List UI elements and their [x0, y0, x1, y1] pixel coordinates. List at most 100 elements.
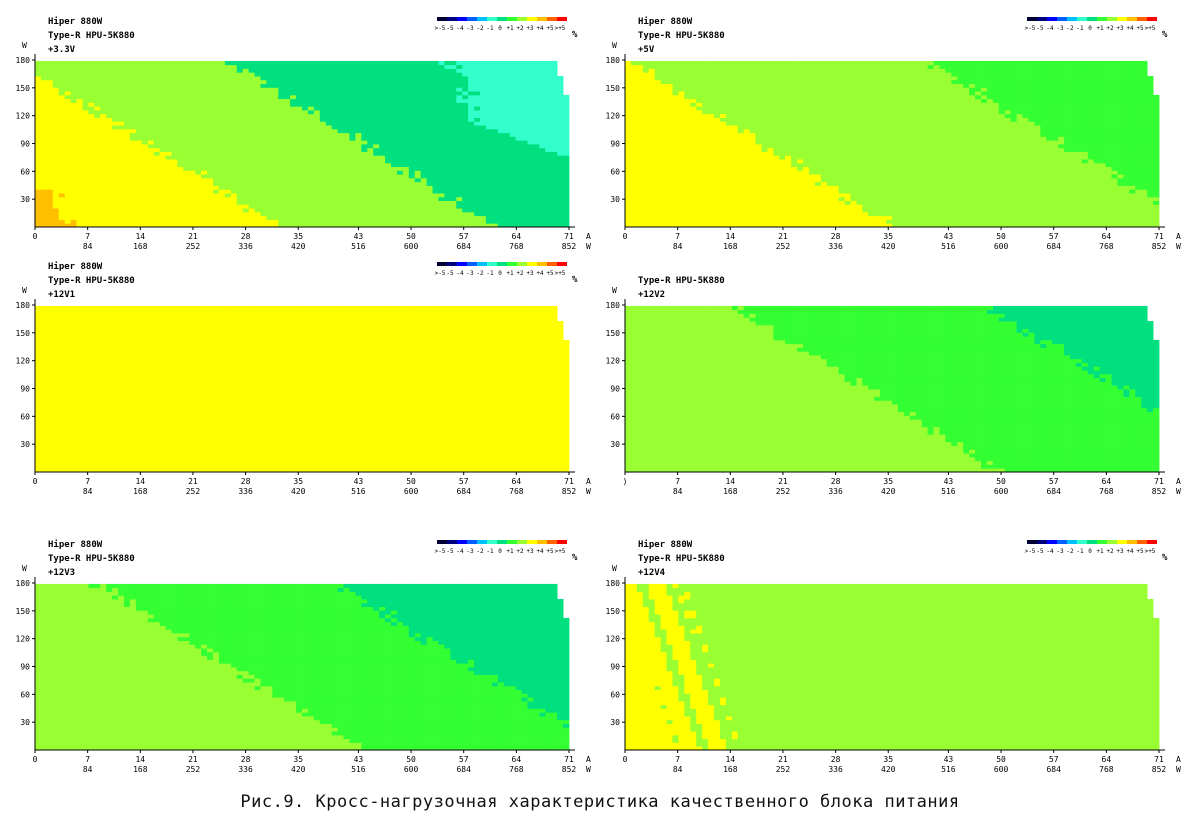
heatmap-cell — [779, 204, 786, 209]
heatmap-cell — [183, 185, 190, 190]
heatmap-cell — [135, 128, 143, 134]
heatmap-cell — [402, 219, 410, 224]
heatmap-cell — [927, 193, 934, 198]
heatmap-cell — [379, 208, 386, 213]
heatmap-cell — [391, 109, 398, 115]
heatmap-cell — [1016, 189, 1023, 194]
heatmap-cell — [35, 94, 42, 100]
heatmap-cell — [367, 174, 374, 179]
heatmap-cell — [420, 83, 427, 88]
heatmap-cell — [373, 185, 380, 190]
heatmap-cell — [402, 155, 410, 160]
heatmap-cell — [296, 128, 303, 134]
heatmap-cell — [355, 98, 362, 103]
heatmap-cell — [779, 215, 786, 220]
heatmap-cell — [35, 159, 42, 164]
heatmap-cell — [438, 159, 445, 164]
heatmap-cell — [438, 113, 445, 118]
heatmap-cell — [290, 128, 297, 134]
heatmap-cell — [361, 204, 368, 209]
heatmap-cell — [1010, 200, 1017, 205]
heatmap-cell — [177, 102, 184, 107]
heatmap-cell — [165, 211, 172, 217]
heatmap-cell — [224, 151, 232, 156]
heatmap-cell — [70, 200, 77, 205]
heatmap-cell — [468, 155, 475, 160]
heatmap-cell — [933, 200, 940, 205]
heatmap-cell — [218, 219, 226, 224]
heatmap-cell — [284, 166, 291, 171]
heatmap-cell — [349, 219, 356, 224]
heatmap-cell — [468, 215, 475, 220]
heatmap-cell — [408, 72, 416, 77]
heatmap-cell — [355, 125, 362, 130]
heatmap-cell — [527, 208, 534, 213]
heatmap-cell — [832, 208, 839, 213]
heatmap-cell — [218, 94, 226, 100]
heatmap-cell — [165, 87, 172, 92]
heatmap-cell — [391, 121, 398, 126]
heatmap-cell — [189, 79, 196, 84]
heatmap-cell — [355, 219, 362, 224]
heatmap-cell — [177, 140, 184, 145]
legend-unit: % — [572, 30, 577, 40]
heatmap-cell — [218, 132, 226, 137]
heatmap-cell — [743, 223, 750, 228]
heatmap-cell — [563, 177, 570, 183]
heatmap-cell — [207, 87, 214, 92]
heatmap-cell — [177, 125, 184, 130]
heatmap-cell — [153, 140, 160, 145]
heatmap-cell — [207, 125, 214, 130]
heatmap-cell — [690, 219, 697, 224]
heatmap-cell — [515, 143, 522, 149]
heatmap-cell — [462, 185, 469, 190]
heatmap-cell — [803, 193, 810, 198]
heatmap-cell — [58, 113, 66, 118]
heatmap-cell — [373, 128, 380, 134]
heatmap-cell — [814, 208, 822, 213]
heatmap-cell — [379, 181, 386, 186]
heatmap-cell — [331, 166, 338, 171]
heatmap-cell — [207, 109, 214, 115]
heatmap-cell — [195, 215, 202, 220]
heatmap-cell — [112, 136, 119, 141]
heatmap-cell — [533, 106, 540, 111]
heatmap-cell — [242, 76, 249, 81]
heatmap-cell — [70, 151, 77, 156]
heatmap-cell — [230, 170, 238, 175]
heatmap-cell — [690, 185, 697, 190]
heatmap-cell — [319, 140, 327, 145]
heatmap-cell — [201, 189, 208, 194]
heatmap-cell — [373, 94, 380, 100]
heatmap-cell — [349, 128, 356, 134]
heatmap-cell — [207, 215, 214, 220]
heatmap-cell — [302, 72, 309, 77]
heatmap-cell — [272, 155, 279, 160]
heatmap-cell — [307, 117, 315, 122]
heatmap-cell — [35, 136, 42, 141]
heatmap-cell — [76, 91, 83, 96]
heatmap-cell — [779, 223, 786, 228]
heatmap-cell — [945, 219, 952, 224]
heatmap-cell — [76, 64, 83, 69]
heatmap-cell — [183, 102, 190, 107]
heatmap-cell — [70, 211, 77, 217]
heatmap-cell — [886, 193, 893, 198]
heatmap-cell — [224, 125, 232, 130]
heatmap-cell — [509, 121, 516, 126]
heatmap-cell — [396, 98, 404, 103]
heatmap-cell — [296, 204, 303, 209]
heatmap-cell — [385, 60, 392, 66]
heatmap-cell — [648, 211, 656, 217]
heatmap-cell — [124, 223, 131, 228]
heatmap-cell — [391, 79, 398, 84]
heatmap-cell — [385, 170, 392, 175]
heatmap-cell — [248, 87, 255, 92]
heatmap-cell — [64, 174, 71, 179]
heatmap-cell — [402, 102, 410, 107]
heatmap-cell — [391, 106, 398, 111]
heatmap-cell — [112, 121, 119, 126]
heatmap-cell — [189, 140, 196, 145]
heatmap-cell — [545, 211, 552, 217]
heatmap-cell — [491, 87, 499, 92]
